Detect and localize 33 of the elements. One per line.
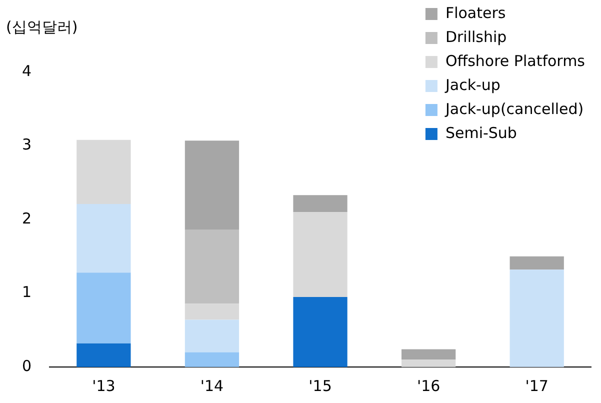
bar	[293, 296, 348, 367]
bar	[293, 195, 348, 212]
x-tick-label: '17	[525, 376, 548, 395]
x-tick-label: '13	[92, 376, 116, 395]
y-tick-label: 0	[22, 356, 32, 375]
bar	[76, 140, 131, 204]
legend-label: Drillship	[445, 28, 507, 46]
bar	[184, 352, 240, 367]
bar	[184, 320, 240, 352]
y-tick-label: 2	[22, 209, 32, 228]
x-tick-label: '15	[308, 376, 332, 395]
bar	[293, 212, 348, 297]
legend-label: Floaters	[445, 4, 506, 22]
y-tick-label: 1	[22, 283, 32, 302]
bar	[510, 270, 564, 367]
bar	[184, 304, 240, 320]
y-tick-label: 4	[22, 62, 32, 80]
x-tick-label: '14	[200, 376, 224, 395]
bar	[401, 360, 456, 367]
legend-label: Jack-up	[444, 76, 500, 94]
bar	[76, 204, 131, 273]
bar	[76, 343, 131, 367]
bar	[510, 256, 564, 270]
bar	[184, 140, 240, 230]
bar	[76, 272, 131, 344]
legend-label: Jack-up(cancelled)	[444, 100, 584, 118]
y-axis-title: (십억달러)	[6, 18, 78, 36]
legend-label: Semi-Sub	[445, 124, 517, 142]
y-tick-label: 3	[22, 136, 32, 154]
x-tick-label: '16	[416, 376, 440, 395]
legend-label: Offshore Platforms	[445, 52, 586, 70]
bar	[401, 349, 456, 360]
bar	[184, 230, 240, 304]
